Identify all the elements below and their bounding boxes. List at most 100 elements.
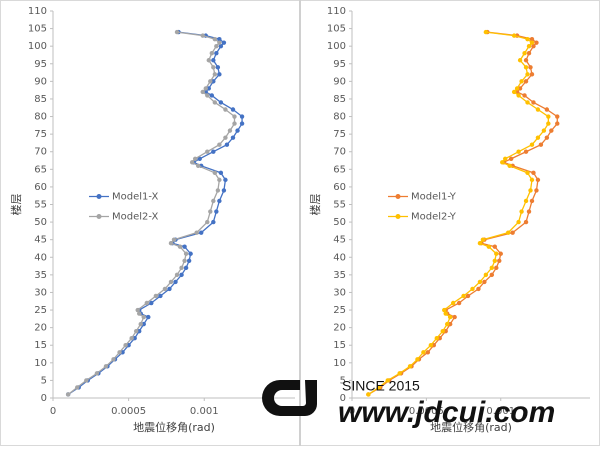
data-point: [489, 272, 495, 278]
data-point: [174, 29, 180, 35]
data-point: [440, 328, 445, 334]
data-point: [525, 72, 530, 77]
data-point: [211, 198, 216, 204]
data-point: [146, 314, 151, 320]
data-point: [492, 244, 497, 249]
data-point: [212, 36, 218, 42]
y-tick-label: 25: [34, 305, 47, 316]
data-point: [183, 251, 189, 256]
data-point: [526, 51, 532, 56]
data-point: [205, 93, 210, 98]
y-tick-label: 100: [28, 41, 47, 52]
data-point: [214, 209, 219, 214]
data-point: [421, 350, 426, 355]
data-point: [477, 279, 483, 285]
data-point: [482, 279, 487, 285]
data-point: [223, 135, 228, 140]
y-tick-label: 50: [34, 217, 47, 228]
data-point: [447, 314, 453, 320]
data-point: [217, 40, 222, 45]
legend-label: Model2-X: [112, 212, 158, 223]
y-tick-label: 95: [333, 59, 346, 70]
y-tick-label: 60: [34, 182, 47, 193]
data-point: [218, 100, 224, 105]
y-tick-label: 90: [333, 76, 346, 87]
data-point: [528, 188, 533, 193]
data-point: [144, 300, 149, 306]
data-point: [442, 307, 447, 313]
legend-marker: [96, 214, 102, 219]
y-tick-label: 25: [333, 305, 346, 316]
data-point: [137, 311, 142, 316]
data-point: [483, 272, 489, 278]
data-point: [138, 321, 143, 327]
y-tick-label: 55: [34, 200, 47, 211]
data-point: [211, 58, 216, 63]
data-point: [486, 244, 492, 249]
data-point: [223, 107, 228, 112]
data-point: [206, 86, 211, 91]
data-point: [407, 364, 413, 369]
y-tick-label: 40: [333, 252, 346, 263]
data-point: [65, 392, 71, 397]
y-tick-label: 10: [333, 358, 346, 369]
x-tick-label: 0: [349, 406, 355, 417]
data-point: [162, 286, 168, 292]
y-tick-label: 40: [34, 252, 47, 263]
y-tick-label: 30: [34, 287, 47, 298]
data-point: [492, 258, 497, 263]
data-point: [208, 209, 213, 214]
watermark-logo: [295, 380, 317, 416]
data-point: [232, 121, 237, 126]
data-point: [376, 385, 381, 390]
y-tick-label: 105: [28, 24, 47, 35]
data-point: [534, 40, 539, 45]
y-tick-label: 85: [333, 94, 346, 105]
data-point: [525, 170, 530, 176]
data-point: [214, 51, 219, 56]
data-point: [217, 72, 222, 77]
data-point: [555, 121, 560, 126]
y-tick-label: 35: [34, 270, 47, 281]
data-point: [428, 343, 434, 348]
data-point: [525, 100, 530, 105]
watermark-logo: [262, 380, 300, 416]
data-point: [103, 364, 109, 369]
y-tick-label: 35: [333, 270, 346, 281]
y-axis-label: 楼层: [9, 194, 23, 216]
data-point: [197, 156, 202, 161]
data-point: [497, 258, 502, 263]
data-point: [544, 107, 550, 112]
data-point: [452, 314, 457, 320]
data-point: [529, 198, 535, 204]
data-point: [235, 128, 240, 133]
y-axis-label: 楼层: [308, 194, 322, 216]
data-point: [529, 177, 535, 183]
data-point: [525, 36, 530, 42]
data-point: [221, 188, 227, 193]
data-point: [217, 198, 222, 204]
y-tick-label: 45: [333, 235, 346, 246]
data-point: [450, 300, 456, 306]
data-point: [516, 219, 521, 225]
y-tick-label: 90: [34, 76, 47, 87]
y-tick-label: 20: [333, 323, 346, 334]
y-tick-label: 85: [34, 94, 47, 105]
data-point: [211, 149, 216, 154]
y-tick-label: 75: [333, 129, 346, 140]
data-point: [217, 36, 222, 42]
data-point: [425, 350, 431, 355]
data-point: [529, 142, 535, 147]
data-point: [212, 72, 218, 77]
y-tick-label: 60: [333, 182, 346, 193]
data-point: [494, 251, 499, 256]
data-point: [523, 79, 529, 84]
data-point: [120, 350, 125, 355]
y-tick-label: 20: [34, 323, 47, 334]
data-point: [535, 177, 541, 183]
data-point: [230, 107, 236, 112]
data-point: [205, 149, 210, 154]
y-tick-label: 5: [340, 375, 346, 386]
data-point: [534, 188, 539, 193]
